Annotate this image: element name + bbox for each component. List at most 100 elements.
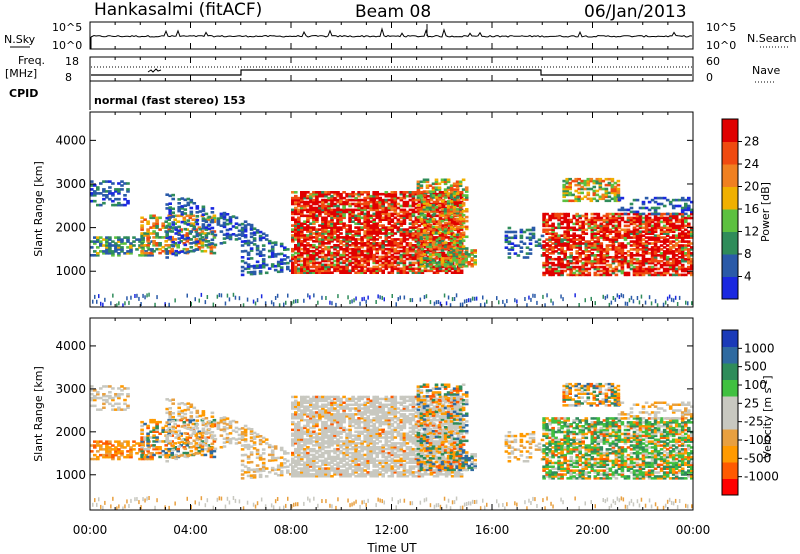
power-cell (366, 267, 370, 271)
power-cell (330, 271, 334, 274)
power-cell (659, 244, 664, 247)
power-clutter-cell (329, 300, 331, 305)
power-cell (312, 216, 316, 220)
power-cell (291, 240, 295, 243)
power-cell (234, 238, 239, 241)
power-cell (378, 232, 382, 235)
power-cell (560, 273, 564, 277)
power-cell (378, 269, 382, 273)
velocity-cell (188, 426, 193, 430)
power-cell (363, 224, 367, 227)
power-cell (459, 210, 464, 214)
power-cell (195, 211, 200, 214)
power-cell (690, 208, 694, 212)
power-clutter-cell (122, 303, 124, 308)
power-cell (452, 233, 457, 237)
power-cell (360, 212, 364, 216)
power-cell (411, 236, 416, 239)
power-cell (419, 264, 424, 268)
power-cell (422, 253, 427, 256)
power-cell (366, 261, 370, 265)
power-cell (411, 198, 416, 202)
power-cell (185, 240, 190, 243)
power-cell (399, 234, 404, 237)
power-cell (560, 222, 564, 226)
power-cell (455, 262, 459, 266)
power-cell (647, 259, 652, 263)
power-cell (363, 265, 367, 269)
power-cell (614, 218, 619, 222)
power-cell (123, 182, 127, 185)
power-cell (363, 218, 367, 221)
power-cell (674, 267, 679, 271)
power-cell (461, 217, 466, 221)
power-cell (578, 240, 582, 243)
power-cell (324, 230, 328, 233)
power-cell (629, 236, 634, 239)
power-cell (390, 206, 395, 210)
power-cell (315, 245, 319, 249)
power-clutter-cell (467, 298, 470, 303)
power-cell (300, 206, 304, 210)
noise-right-tick-top: 10^5 (706, 21, 736, 34)
power-cell (114, 203, 118, 207)
power-clutter-cell (622, 294, 625, 299)
power-cell (641, 220, 646, 224)
power-cell (632, 261, 637, 265)
velocity-cell (105, 450, 109, 453)
velocity-cell (117, 444, 121, 447)
power-cell (173, 214, 177, 218)
power-cell (378, 230, 382, 233)
power-cell (170, 236, 174, 239)
power-cell (369, 208, 373, 212)
power-cell (399, 240, 404, 243)
power-cell (632, 226, 637, 230)
power-cell (590, 232, 595, 235)
power-cell (519, 250, 524, 253)
power-cell (568, 187, 572, 191)
power-cell (348, 212, 352, 216)
power-cell (183, 222, 188, 225)
power-cell (387, 206, 392, 210)
power-cell (324, 220, 328, 223)
power-cell (216, 221, 221, 224)
power-cell (249, 265, 254, 268)
power-cell (596, 267, 601, 271)
power-cell (437, 261, 442, 264)
power-cell (431, 204, 436, 207)
power-cell (126, 238, 130, 241)
velocity-cell (108, 440, 112, 443)
power-cell (629, 230, 634, 233)
power-cell (318, 251, 322, 255)
power-cell (620, 218, 625, 222)
power-cell (589, 197, 594, 201)
power-cell (444, 271, 449, 274)
power-cell (690, 265, 694, 269)
power-cell (604, 189, 609, 193)
power-cell (443, 264, 448, 268)
power-cell (336, 249, 340, 253)
power-cell (342, 238, 346, 241)
power-cell (684, 208, 688, 212)
power-cell (381, 244, 385, 247)
colorbar-swatch (722, 254, 738, 277)
power-cell (283, 246, 287, 249)
power-cell (554, 236, 558, 239)
velocity-cell (143, 438, 147, 441)
power-clutter-cell (287, 293, 289, 298)
power-cell (327, 269, 331, 273)
power-cell (399, 204, 404, 208)
power-cell (551, 257, 555, 261)
power-cell (614, 228, 619, 232)
power-cell (566, 236, 570, 239)
power-cell (459, 271, 464, 274)
power-cell (255, 252, 260, 256)
velocity-cell (123, 408, 127, 411)
power-cell (665, 256, 670, 259)
velocity-cell (143, 447, 147, 451)
power-cell (300, 251, 304, 255)
power-cell (357, 216, 361, 220)
power-clutter-cell (204, 300, 207, 305)
power-cell (419, 251, 424, 254)
power-cell (206, 218, 211, 221)
